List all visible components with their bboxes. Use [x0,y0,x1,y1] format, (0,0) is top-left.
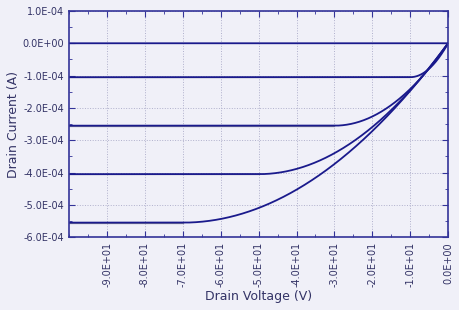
X-axis label: Drain Voltage (V): Drain Voltage (V) [205,290,312,303]
Y-axis label: Drain Current (A): Drain Current (A) [7,71,20,178]
